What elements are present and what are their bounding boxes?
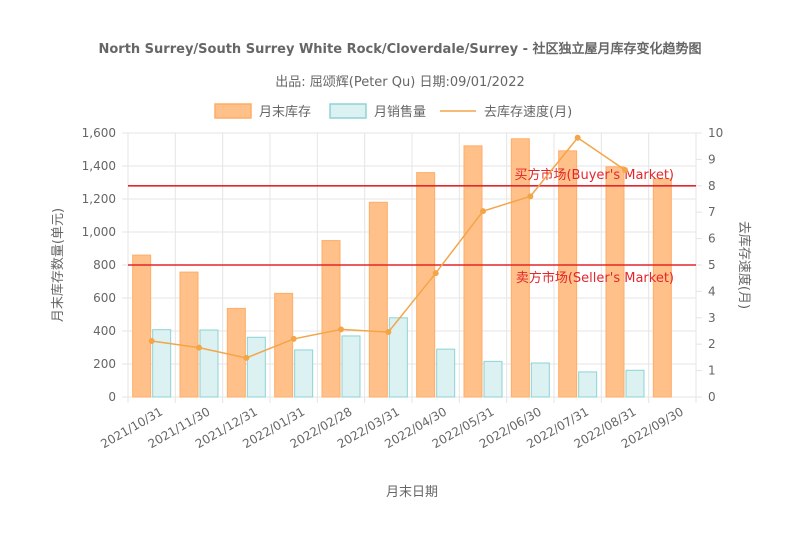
y-tick-label: 200	[93, 357, 116, 371]
legend-label: 月末库存	[259, 104, 311, 120]
y-tick-label: 1,600	[82, 126, 116, 140]
inventory-bar	[179, 271, 199, 398]
speed-point	[432, 270, 439, 277]
sales-bar	[436, 348, 456, 398]
inventory-bar	[652, 178, 672, 398]
sales-bar	[388, 317, 408, 398]
inventory-bar	[510, 138, 530, 398]
speed-point	[290, 335, 297, 342]
inventory-bar	[368, 201, 388, 398]
inventory-bar	[132, 254, 152, 398]
speed-point	[338, 326, 344, 333]
y-axis-label: 月末库存数量(单元)	[50, 208, 66, 322]
speed-point	[243, 354, 250, 361]
y2-tick-label: 10	[708, 126, 723, 140]
inventory-bar	[321, 240, 341, 398]
y2-tick-label: 1	[708, 364, 716, 378]
y2-tick-label: 6	[708, 232, 716, 246]
y-tick-label: 1,400	[82, 159, 116, 173]
y-tick-label: 800	[93, 258, 116, 272]
sales-bar	[341, 335, 361, 398]
legend: 月末库存 月销售量 去库存速度(月)	[214, 103, 572, 120]
inventory-bar	[226, 307, 246, 398]
chart-title: North Surrey/South Surrey White Rock/Clo…	[98, 41, 701, 57]
y-tick-label: 600	[93, 291, 116, 305]
sales-bar	[199, 329, 219, 398]
legend-label: 月销售量	[374, 104, 426, 120]
sales-bar	[246, 336, 266, 398]
speed-point	[480, 208, 486, 215]
speed-point	[385, 329, 392, 336]
legend-label: 去库存速度(月)	[484, 104, 572, 120]
legend-swatch-sales	[329, 103, 367, 119]
y2-tick-label: 7	[708, 205, 716, 219]
inventory-bar	[605, 166, 625, 398]
speed-point	[148, 338, 155, 345]
y2-tick-label: 0	[708, 390, 716, 404]
speed-point	[196, 344, 202, 351]
sales-bar	[152, 329, 172, 398]
y2-tick-label: 8	[708, 179, 716, 193]
y2-tick-label: 2	[708, 337, 716, 351]
y2-tick-label: 9	[708, 152, 716, 166]
inventory-bar	[274, 292, 294, 398]
sales-bar	[578, 371, 598, 398]
sales-bar	[294, 349, 314, 398]
y2-tick-label: 5	[708, 258, 716, 272]
legend-swatch-inventory	[214, 103, 252, 119]
reference-line-label: 卖方市场(Seller's Market)	[516, 270, 674, 286]
y-tick-label: 400	[93, 324, 116, 338]
sales-bar	[483, 360, 503, 398]
y-tick-label: 1,000	[82, 225, 116, 239]
speed-point	[574, 134, 581, 141]
reference-line-label: 买方市场(Buyer's Market)	[514, 167, 674, 183]
sales-bar	[625, 369, 645, 398]
y2-tick-label: 4	[708, 284, 716, 298]
sales-bar	[530, 362, 550, 398]
y2-tick-label: 3	[708, 311, 716, 325]
inventory-bar	[463, 145, 483, 398]
plot-area: 0 200 400 600 800 1,000 1,200 1,400 1,600 0 1 2 3 4 5 6…	[82, 126, 724, 451]
speed-point	[527, 193, 534, 200]
x-axis-label: 月末日期	[386, 485, 438, 500]
y2-axis-label: 去库存速度(月)	[736, 221, 752, 309]
y-tick-label: 1,200	[82, 192, 116, 206]
chart-subtitle: 出品: 屈颂辉(Peter Qu) 日期:09/01/2022	[275, 75, 525, 90]
y-tick-label: 0	[108, 390, 116, 404]
speed-point	[622, 166, 628, 173]
